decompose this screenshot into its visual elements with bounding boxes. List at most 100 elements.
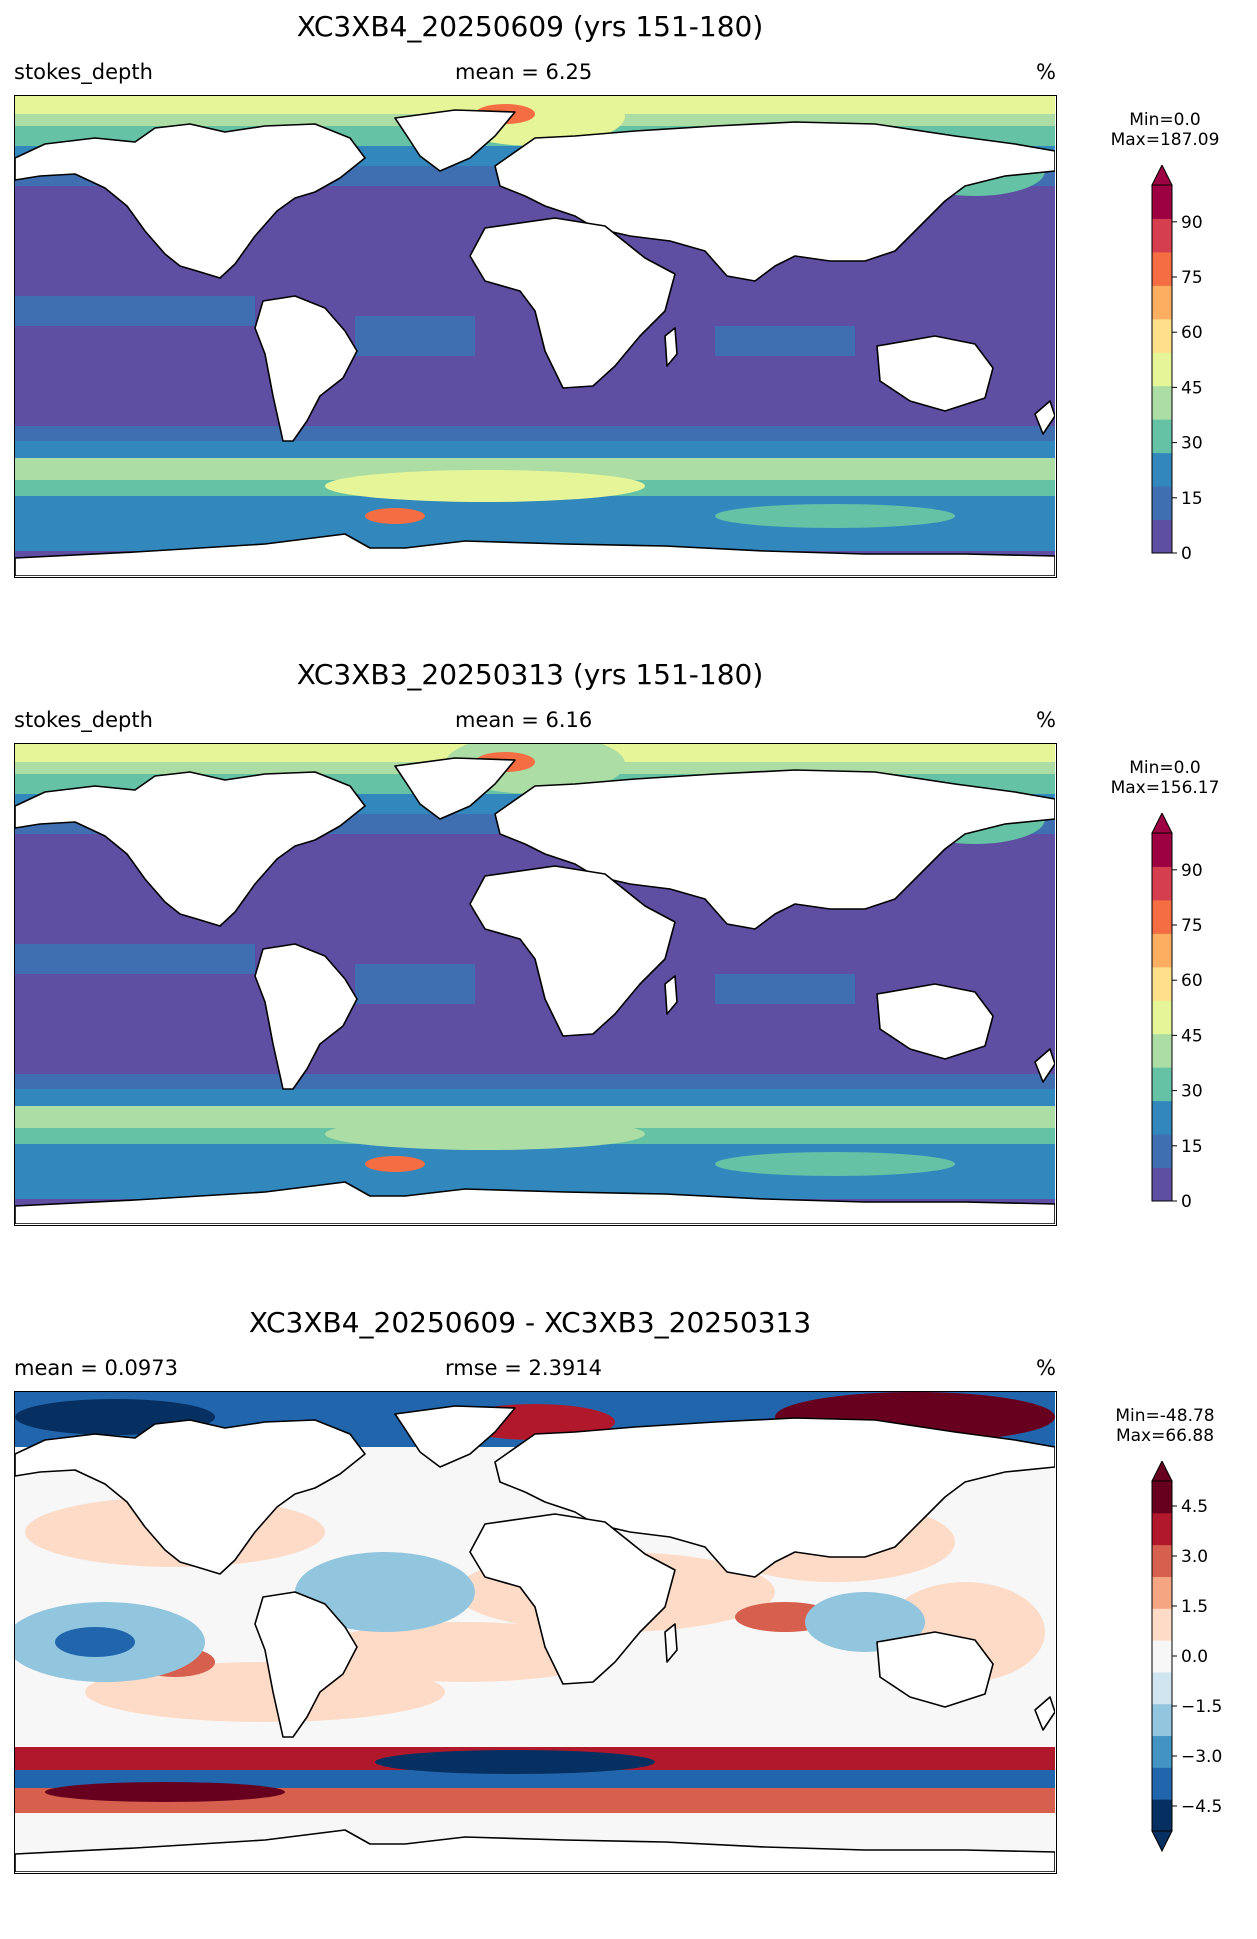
min-value: Min=-48.78 xyxy=(1115,1406,1215,1426)
rmse-label: rmse = 2.3914 xyxy=(445,1356,603,1380)
variable-label: stokes_depth xyxy=(14,60,153,84)
indian-band xyxy=(715,326,855,356)
colorbar-frame xyxy=(1151,184,1173,554)
colorbar-tick-label: 90 xyxy=(1181,213,1203,233)
southern-indian-maximum xyxy=(715,1152,955,1176)
colorbar-segment xyxy=(1152,1767,1172,1800)
southern-negative xyxy=(375,1750,655,1774)
colorbar-canvas: 90 75 60 45 30 15 0 xyxy=(1151,163,1203,564)
colorbar-segment xyxy=(1152,519,1172,554)
madagascar-landmass xyxy=(664,1623,678,1663)
colorbar-canvas: 90 75 60 45 30 15 0 xyxy=(1151,811,1203,1212)
southern-band xyxy=(15,1089,1055,1109)
negative-anomaly xyxy=(55,1627,135,1657)
southern-maximum xyxy=(325,470,645,502)
africa-landmass xyxy=(469,1513,676,1685)
colorbar-tick-label: 4.5 xyxy=(1181,1497,1208,1517)
mean-label: mean = 0.0973 xyxy=(14,1356,178,1380)
colorbar-tick-label: 90 xyxy=(1181,861,1203,881)
colorbar-segment xyxy=(1152,1167,1172,1202)
pacific-band xyxy=(15,944,255,974)
colorbar-range: Min=0.0 Max=187.09 xyxy=(1100,110,1230,150)
colorbar-tick-label: −3.0 xyxy=(1181,1747,1222,1767)
colorbar-segment xyxy=(1152,1576,1172,1609)
colorbar-extend-min xyxy=(1151,1830,1173,1853)
southern-indian-maximum xyxy=(715,504,955,528)
colorbar-extend-max xyxy=(1151,163,1173,186)
mean-label: mean = 6.25 xyxy=(455,60,593,84)
map-plot[interactable] xyxy=(14,95,1057,578)
south-america-landmass xyxy=(254,1591,358,1738)
southern-maximum xyxy=(325,1118,645,1150)
drake-passage-peak xyxy=(365,1156,425,1172)
indian-band xyxy=(715,974,855,1004)
colorbar-segment xyxy=(1152,285,1172,320)
min-value: Min=0.0 xyxy=(1129,758,1201,778)
colorbar-segment xyxy=(1152,1671,1172,1705)
greenland-landmass xyxy=(394,757,516,820)
colorbar-range: Min=-48.78 Max=66.88 xyxy=(1100,1406,1230,1446)
mean-label: mean = 6.16 xyxy=(455,708,593,732)
colorbar-segment xyxy=(1152,419,1172,454)
colorbar-segment xyxy=(1152,385,1172,420)
madagascar-landmass xyxy=(664,975,678,1015)
africa-landmass xyxy=(469,865,676,1037)
colorbar-segment xyxy=(1152,185,1172,219)
antarctica-landmass xyxy=(15,1181,1055,1224)
colorbar-tick-label: 75 xyxy=(1181,916,1203,936)
colorbar-segment xyxy=(1152,318,1172,353)
map-plot[interactable] xyxy=(14,1391,1057,1874)
panel-title: XC3XB3_20250313 (yrs 151-180) xyxy=(296,658,764,691)
panel-1: XC3XB4_20250609 (yrs 151-180) stokes_dep… xyxy=(0,0,1257,620)
colorbar-tick-label: 0 xyxy=(1181,1192,1192,1208)
colorbar-segment xyxy=(1152,1544,1172,1577)
colorbar-tick-label: 60 xyxy=(1181,323,1203,343)
colorbar-extend-max xyxy=(1151,811,1173,834)
colorbar-tick-label: 0.0 xyxy=(1181,1647,1208,1667)
colorbar-segment xyxy=(1152,1512,1172,1546)
map-canvas xyxy=(15,96,1055,576)
panel-2: XC3XB3_20250313 (yrs 151-180) stokes_dep… xyxy=(0,648,1257,1268)
colorbar-segment xyxy=(1152,866,1172,901)
southern-band xyxy=(15,1770,1055,1790)
north-america-landmass xyxy=(15,1419,366,1575)
australia-landmass xyxy=(876,335,994,412)
colorbar-segment xyxy=(1152,833,1172,867)
map-plot[interactable] xyxy=(14,743,1057,1226)
colorbar-segment xyxy=(1152,251,1172,286)
colorbar-segment xyxy=(1152,1134,1172,1169)
greenland-landmass xyxy=(394,109,516,172)
new-zealand-landmass xyxy=(1034,400,1055,435)
antarctica-landmass xyxy=(15,533,1055,576)
unit-label: % xyxy=(1036,1356,1056,1380)
colorbar-frame xyxy=(1151,832,1173,1202)
south-america-landmass xyxy=(254,295,358,442)
colorbar: 90 75 60 45 30 15 0 xyxy=(1150,811,1230,1212)
colorbar-segment xyxy=(1152,1799,1172,1832)
max-value: Max=66.88 xyxy=(1115,1426,1215,1446)
panel-3: XC3XB4_20250609 - XC3XB3_20250313 mean =… xyxy=(0,1296,1257,1936)
land-mask xyxy=(15,757,1055,1224)
colorbar-tick-label: −4.5 xyxy=(1181,1797,1222,1817)
colorbar-segment xyxy=(1152,1640,1172,1673)
drake-passage-peak xyxy=(365,508,425,524)
colorbar-canvas: 4.5 3.0 1.5 0.0 −1.5 −3.0 −4.5 xyxy=(1151,1459,1222,1853)
antarctica-landmass xyxy=(15,1829,1055,1872)
south-america-landmass xyxy=(254,943,358,1090)
colorbar-tick-label: 45 xyxy=(1181,378,1203,398)
colorbar-tick-label: 75 xyxy=(1181,268,1203,288)
southern-positive xyxy=(45,1782,285,1802)
colorbar-segment xyxy=(1152,1000,1172,1035)
positive-anomaly xyxy=(315,1622,615,1682)
southern-band xyxy=(15,1074,1055,1092)
southern-band xyxy=(15,426,1055,444)
new-zealand-landmass xyxy=(1034,1048,1055,1083)
colorbar-tick-label: 3.0 xyxy=(1181,1547,1208,1567)
colorbar-segment xyxy=(1152,218,1172,253)
colorbar-segment xyxy=(1152,352,1172,387)
variable-label: stokes_depth xyxy=(14,708,153,732)
colorbar-segment xyxy=(1152,933,1172,968)
colorbar: 4.5 3.0 1.5 0.0 −1.5 −3.0 −4.5 xyxy=(1150,1459,1230,1860)
atlantic-band xyxy=(355,964,475,1004)
colorbar-tick-label: −1.5 xyxy=(1181,1697,1222,1717)
